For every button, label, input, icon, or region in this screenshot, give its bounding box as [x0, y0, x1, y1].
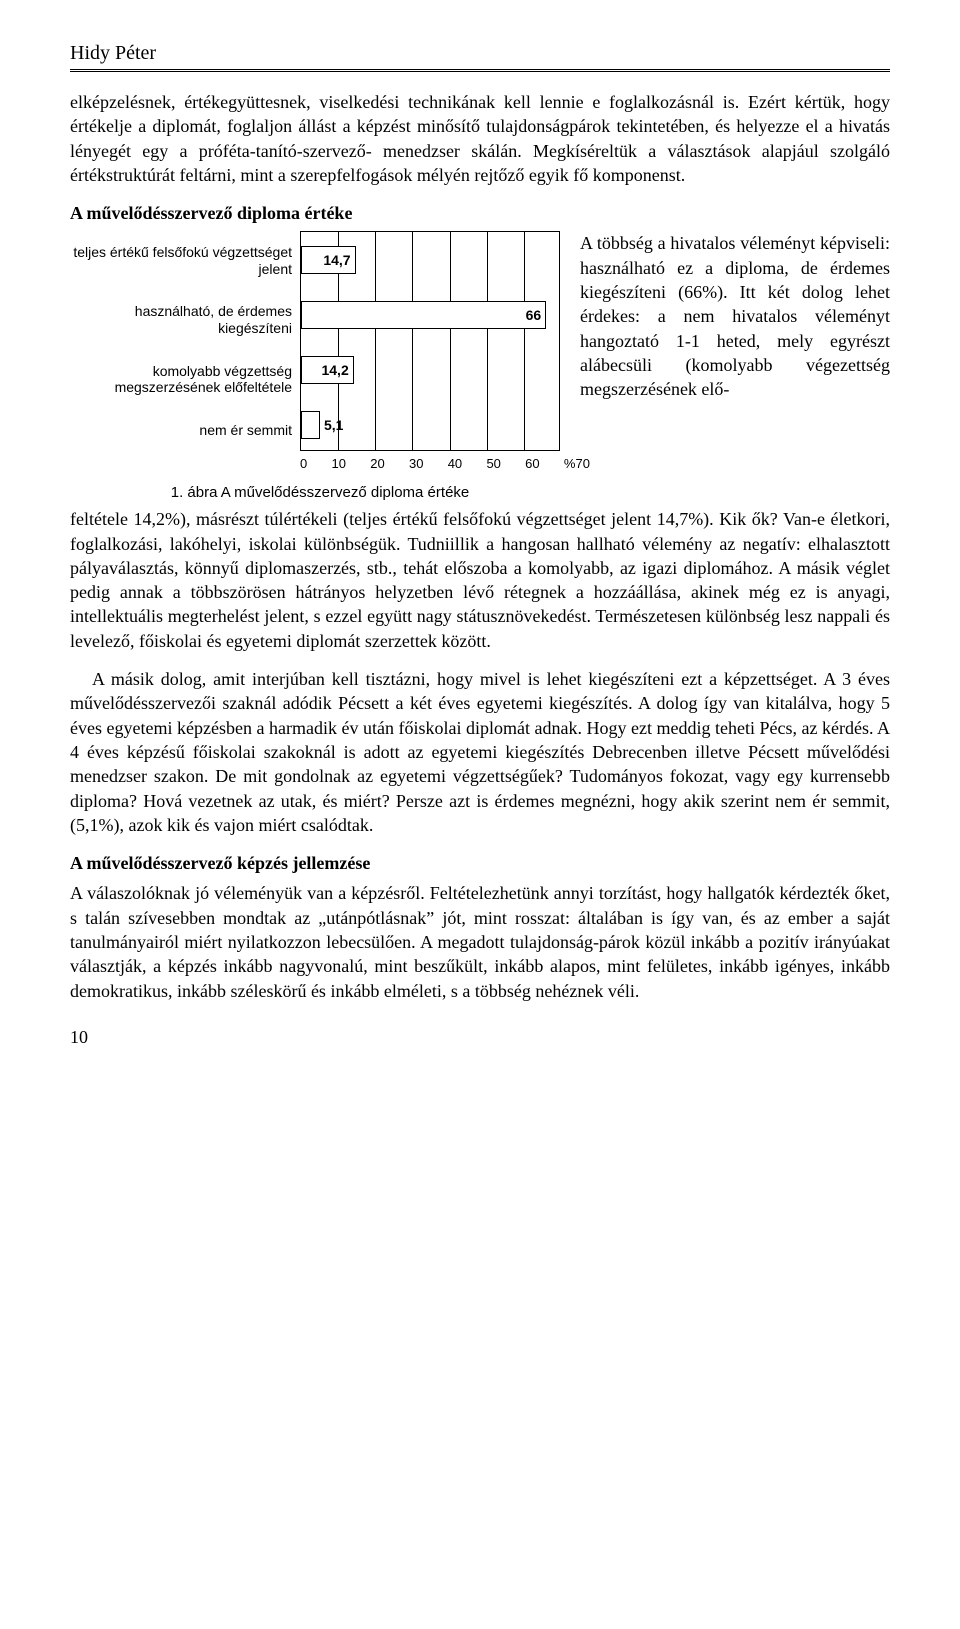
header-rule [70, 69, 890, 72]
chart-block: teljes értékű felsőfokú végzettséget jel… [70, 231, 570, 503]
chart-xtick: 20 [370, 455, 384, 473]
page-number: 10 [70, 1025, 890, 1049]
chart-xtick: 0 [300, 455, 307, 473]
chart-cat-0: teljes értékű felsőfokú végzettséget jel… [70, 244, 292, 278]
chart-bar-value: 14,2 [321, 361, 348, 380]
chart-gridline [487, 232, 488, 450]
chart-area: teljes értékű felsőfokú végzettséget jel… [70, 231, 570, 451]
chart-gridline [412, 232, 413, 450]
chart-xtick: 10 [332, 455, 346, 473]
chart-xtick: 30 [409, 455, 423, 473]
chart-caption: 1. ábra A művelődésszervező diploma érté… [70, 483, 570, 503]
chart-plot-frame: 14,7 66 14,2 5,1 [300, 231, 560, 451]
chart-cat-2: komolyabb végzettség megszerzésének előf… [70, 363, 292, 397]
chart-bar [301, 411, 320, 439]
chart-xtick: 50 [486, 455, 500, 473]
body-paragraph-1: feltétele 14,2%), másrészt túlértékeli (… [70, 507, 890, 653]
chart-category-labels: teljes értékű felsőfokú végzettséget jel… [70, 231, 300, 451]
chart-xtick: 60 [525, 455, 539, 473]
section2-paragraph: A válaszolóknak jó véleményük van a képz… [70, 881, 890, 1002]
section1-title: A művelődésszervező diploma értéke [70, 201, 890, 225]
chart-bar [301, 301, 546, 329]
chart-gridline [450, 232, 451, 450]
chart-bar-value: 66 [526, 306, 542, 325]
chart-xtick: %70 [564, 455, 590, 473]
chart-x-axis: 0 10 20 30 40 50 60 %70 [300, 451, 590, 473]
chart-bar-value: 5,1 [324, 416, 343, 435]
chart-cat-3: nem ér semmit [70, 422, 292, 439]
chart-gridline [524, 232, 525, 450]
body-paragraph-2: A másik dolog, amit interjúban kell tisz… [70, 667, 890, 837]
section2-title: A művelődésszervező képzés jellemzése [70, 851, 890, 875]
chart-and-text-row: teljes értékű felsőfokú végzettséget jel… [70, 231, 890, 503]
chart-cat-1: használható, de érdemes kiegészíteni [70, 303, 292, 337]
chart-side-paragraph: A többség a hivatalos véleményt képvisel… [580, 231, 890, 401]
intro-paragraph: elképzelésnek, értékegyüttesnek, viselke… [70, 90, 890, 187]
page-header-author: Hidy Péter [70, 40, 890, 67]
chart-bar-value: 14,7 [323, 251, 350, 270]
chart-gridline [375, 232, 376, 450]
chart-xtick: 40 [448, 455, 462, 473]
